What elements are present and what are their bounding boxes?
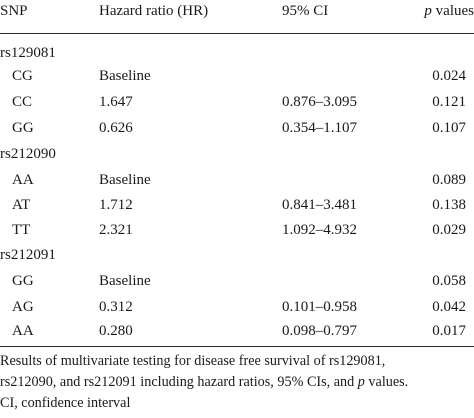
genotype-cell: TT bbox=[12, 222, 31, 238]
footer-rule bbox=[0, 346, 474, 347]
ci-cell: 0.098–0.797 bbox=[282, 323, 357, 339]
hr-cell: 0.280 bbox=[99, 323, 133, 339]
group-label-rs212090: rs212090 bbox=[0, 146, 56, 162]
caption-line-2: rs212090, and rs212091 including hazard … bbox=[0, 372, 474, 393]
ci-cell: 1.092–4.932 bbox=[282, 222, 357, 238]
header-p-italic: p bbox=[424, 3, 432, 19]
genotype-cell: AT bbox=[12, 197, 31, 213]
p-value-cell: 0.107 bbox=[432, 120, 466, 136]
p-value-cell: 0.138 bbox=[432, 197, 466, 213]
table-caption: Results of multivariate testing for dise… bbox=[0, 351, 474, 414]
hr-cell: 0.312 bbox=[99, 299, 133, 315]
genotype-cell: AG bbox=[12, 299, 34, 315]
header-hazard-ratio: Hazard ratio (HR) bbox=[99, 3, 209, 19]
caption-line-2-p-italic: p bbox=[357, 374, 365, 390]
hr-cell: 1.712 bbox=[99, 197, 133, 213]
genotype-cell: CG bbox=[12, 68, 33, 84]
hr-cell: 2.321 bbox=[99, 222, 133, 238]
header-snp: SNP bbox=[0, 3, 28, 19]
hr-cell: Baseline bbox=[99, 273, 151, 289]
ci-cell: 0.101–0.958 bbox=[282, 299, 357, 315]
p-value-cell: 0.121 bbox=[432, 94, 466, 110]
genotype-cell: CC bbox=[12, 94, 33, 110]
hr-cell: Baseline bbox=[99, 172, 151, 188]
genotype-cell: GG bbox=[12, 273, 34, 289]
header-p-values: p values bbox=[424, 2, 474, 20]
p-value-cell: 0.058 bbox=[432, 273, 466, 289]
caption-line-3: CI, confidence interval bbox=[0, 395, 131, 411]
p-value-cell: 0.024 bbox=[432, 68, 466, 84]
header-p-rest: values bbox=[431, 3, 474, 19]
p-value-cell: 0.017 bbox=[432, 323, 466, 339]
ci-cell: 0.841–3.481 bbox=[282, 197, 357, 213]
p-value-cell: 0.029 bbox=[432, 222, 466, 238]
hr-cell: Baseline bbox=[99, 68, 151, 84]
p-value-cell: 0.089 bbox=[432, 172, 466, 188]
header-95-ci: 95% CI bbox=[282, 3, 329, 19]
caption-line-2-text-a: rs212090, and rs212091 including hazard … bbox=[0, 374, 358, 390]
hr-cell: 0.626 bbox=[99, 120, 133, 136]
header-rule bbox=[0, 33, 474, 34]
ci-cell: 0.354–1.107 bbox=[282, 120, 357, 136]
genotype-cell: GG bbox=[12, 120, 34, 136]
hr-cell: 1.647 bbox=[99, 94, 133, 110]
caption-line-1: Results of multivariate testing for dise… bbox=[0, 353, 386, 369]
genotype-cell: AA bbox=[12, 172, 34, 188]
group-label-rs129081: rs129081 bbox=[0, 45, 56, 61]
p-value-cell: 0.042 bbox=[432, 299, 466, 315]
caption-line-2-text-b: values. bbox=[364, 374, 409, 390]
group-label-rs212091: rs212091 bbox=[0, 247, 56, 263]
ci-cell: 0.876–3.095 bbox=[282, 94, 357, 110]
genotype-cell: AA bbox=[12, 323, 34, 339]
